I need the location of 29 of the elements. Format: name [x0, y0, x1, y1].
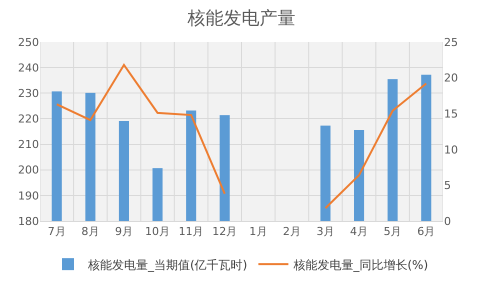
y-tick-label: 200 [18, 164, 39, 177]
y-tick-label: 210 [18, 138, 39, 152]
x-tick-label: 2月 [282, 225, 301, 238]
y-tick-label: 220 [18, 112, 39, 126]
x-tick-label: 1月 [249, 225, 268, 238]
y2-tick-label: 15 [444, 107, 458, 120]
chart-title: 核能发电产量 [186, 8, 296, 30]
x-tick-label: 12月 [212, 225, 238, 238]
y2-tick-label: 20 [444, 72, 458, 85]
y2-tick-label: 5 [444, 179, 451, 192]
legend-label: 核能发电量_同比增长(%) [292, 258, 428, 272]
y2-tick-label: 25 [444, 36, 458, 49]
x-tick-label: 8月 [81, 225, 100, 238]
y-tick-label: 230 [18, 86, 39, 100]
y-tick-label: 240 [18, 61, 39, 74]
y2-tick-label: 10 [444, 143, 458, 156]
x-tick-label: 4月 [350, 225, 368, 238]
y-tick-label: 180 [18, 214, 39, 228]
y2-tick-label: 0 [444, 214, 451, 228]
y-tick-label: 190 [18, 189, 39, 202]
x-tick-label: 9月 [114, 225, 133, 238]
x-tick-label: 5月 [384, 225, 402, 238]
x-tick-label: 10月 [145, 225, 170, 238]
legend-label: 核能发电量_当期值(亿千瓦时) [87, 258, 248, 272]
x-tick-label: 11月 [178, 225, 204, 238]
y-tick-label: 250 [18, 36, 39, 49]
x-tick-label: 3月 [316, 225, 334, 238]
x-tick-label: 7月 [48, 225, 66, 238]
x-tick-label: 6月 [417, 225, 436, 238]
